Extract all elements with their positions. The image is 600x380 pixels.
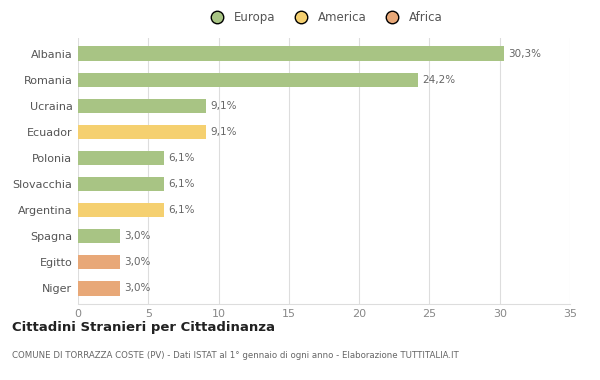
- Text: 24,2%: 24,2%: [422, 75, 455, 85]
- Text: 3,0%: 3,0%: [124, 283, 151, 293]
- Text: 6,1%: 6,1%: [168, 153, 194, 163]
- Bar: [78, 73, 418, 87]
- Bar: [78, 177, 164, 191]
- Bar: [78, 203, 164, 217]
- Text: 6,1%: 6,1%: [168, 179, 194, 189]
- Text: 3,0%: 3,0%: [124, 231, 151, 241]
- Text: 9,1%: 9,1%: [210, 101, 236, 111]
- Legend: Europa, America, Africa: Europa, America, Africa: [203, 9, 445, 27]
- Text: Cittadini Stranieri per Cittadinanza: Cittadini Stranieri per Cittadinanza: [12, 321, 275, 334]
- Text: 3,0%: 3,0%: [124, 257, 151, 267]
- Bar: [78, 151, 164, 165]
- Bar: [78, 99, 206, 113]
- Bar: [78, 229, 120, 243]
- Text: 30,3%: 30,3%: [508, 49, 541, 59]
- Bar: [78, 281, 120, 296]
- Bar: [78, 125, 206, 139]
- Bar: [78, 255, 120, 269]
- Text: 6,1%: 6,1%: [168, 205, 194, 215]
- Bar: [78, 46, 504, 61]
- Text: 9,1%: 9,1%: [210, 127, 236, 137]
- Text: COMUNE DI TORRAZZA COSTE (PV) - Dati ISTAT al 1° gennaio di ogni anno - Elaboraz: COMUNE DI TORRAZZA COSTE (PV) - Dati IST…: [12, 352, 459, 361]
